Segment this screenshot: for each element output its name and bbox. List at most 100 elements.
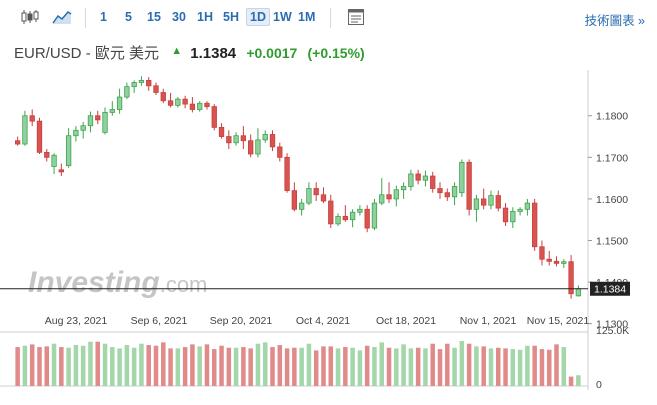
candle-body bbox=[73, 129, 79, 137]
candle-body bbox=[175, 98, 181, 106]
candle-body bbox=[415, 173, 421, 181]
candle bbox=[116, 88, 123, 114]
candle bbox=[58, 163, 64, 177]
volume-bar bbox=[299, 347, 304, 386]
volume-bar bbox=[51, 343, 57, 386]
candle bbox=[451, 182, 458, 206]
candle bbox=[248, 134, 254, 158]
candle-body bbox=[138, 79, 145, 83]
candle-body bbox=[357, 208, 363, 213]
volume-bar bbox=[503, 348, 508, 386]
timeframe-1[interactable]: 1 bbox=[100, 10, 107, 24]
candle bbox=[218, 123, 225, 139]
volume-bar bbox=[161, 342, 166, 386]
volume-bar bbox=[131, 347, 137, 386]
candle-body bbox=[473, 198, 480, 210]
volume-bar bbox=[37, 347, 42, 386]
timeframe-1h[interactable]: 1H bbox=[197, 10, 213, 24]
candle bbox=[146, 77, 152, 91]
x-tick-label: Aug 23, 2021 bbox=[45, 315, 108, 327]
candle bbox=[371, 198, 378, 231]
candle-body bbox=[22, 115, 28, 145]
timeframe-1d[interactable]: 1D bbox=[246, 8, 270, 26]
candle-body bbox=[408, 173, 414, 187]
timeframe-15[interactable]: 15 bbox=[147, 10, 161, 24]
volume-bar bbox=[117, 348, 122, 386]
candle bbox=[430, 171, 436, 193]
volume-bar bbox=[241, 347, 246, 386]
candle-body bbox=[481, 198, 487, 206]
candle bbox=[44, 149, 50, 162]
candle-body bbox=[502, 207, 509, 223]
candle bbox=[29, 109, 35, 127]
candle-body bbox=[182, 98, 188, 105]
candle-body bbox=[14, 140, 21, 145]
volume-bar bbox=[66, 347, 71, 386]
timeframe-1m[interactable]: 1M bbox=[298, 10, 316, 24]
volume-bar bbox=[22, 345, 28, 386]
candle-body bbox=[524, 202, 531, 210]
candle bbox=[160, 88, 166, 104]
y-tick-label: 1.1300 bbox=[596, 319, 628, 331]
candle bbox=[277, 142, 283, 162]
volume-bar bbox=[343, 347, 348, 386]
volume-bar bbox=[80, 345, 86, 386]
candle bbox=[211, 104, 217, 131]
candle-body bbox=[284, 156, 290, 192]
y-tick-label: 1.1800 bbox=[596, 111, 628, 123]
volume-bar bbox=[423, 348, 428, 386]
candle-body bbox=[197, 102, 203, 110]
volume-bar bbox=[445, 343, 450, 386]
volume-bar bbox=[408, 348, 414, 386]
candle-body bbox=[466, 161, 472, 210]
volume-bar bbox=[532, 345, 537, 386]
toolbar-divider bbox=[85, 8, 86, 28]
area-chart-icon[interactable] bbox=[50, 6, 74, 28]
timeframe-5[interactable]: 5 bbox=[125, 10, 132, 24]
candle-body bbox=[575, 288, 582, 297]
timeframe-30[interactable]: 30 bbox=[172, 10, 186, 24]
candle-body bbox=[131, 82, 137, 88]
volume-bar bbox=[284, 348, 290, 386]
candlestick-chart-icon[interactable] bbox=[18, 6, 42, 28]
candle-body bbox=[313, 188, 319, 196]
candle bbox=[481, 188, 487, 210]
volume-bar bbox=[110, 347, 115, 386]
volume-bar bbox=[576, 375, 581, 386]
candle-body bbox=[328, 200, 334, 225]
candle bbox=[437, 182, 443, 199]
volume-bar bbox=[452, 347, 457, 386]
volume-bar bbox=[437, 349, 443, 386]
candle bbox=[95, 110, 101, 125]
volume-bar bbox=[488, 348, 494, 386]
candle bbox=[400, 182, 407, 199]
timeframe-5h[interactable]: 5H bbox=[223, 10, 239, 24]
candle bbox=[189, 97, 196, 113]
candle bbox=[561, 259, 567, 268]
candle bbox=[357, 205, 363, 216]
candle-body bbox=[240, 135, 247, 142]
candle bbox=[386, 182, 392, 204]
candle-body bbox=[277, 146, 283, 158]
settings-panel-icon[interactable] bbox=[344, 6, 368, 28]
timeframe-1w[interactable]: 1W bbox=[273, 10, 292, 24]
volume-bar bbox=[29, 344, 35, 386]
last-price: 1.1384 bbox=[190, 45, 237, 62]
candle bbox=[204, 101, 210, 110]
candle-body bbox=[568, 261, 574, 295]
candle bbox=[313, 182, 319, 201]
price-chart[interactable]: Investing.com 125.0K 0 1.1800 1.1700 1.1600… bbox=[0, 70, 657, 405]
candle-body bbox=[51, 154, 57, 167]
candle bbox=[342, 205, 348, 222]
volume-bar bbox=[124, 345, 130, 386]
candle-body bbox=[546, 258, 552, 262]
technical-chart-link[interactable]: 技術圖表 » bbox=[584, 14, 645, 28]
volume-bar bbox=[226, 347, 232, 386]
volume-bar bbox=[357, 350, 363, 386]
candle-body bbox=[437, 188, 443, 194]
volume-bar bbox=[95, 341, 101, 386]
volume-bar bbox=[364, 345, 370, 386]
candle bbox=[124, 82, 130, 100]
candle bbox=[291, 182, 298, 212]
volume-bar bbox=[394, 348, 399, 386]
